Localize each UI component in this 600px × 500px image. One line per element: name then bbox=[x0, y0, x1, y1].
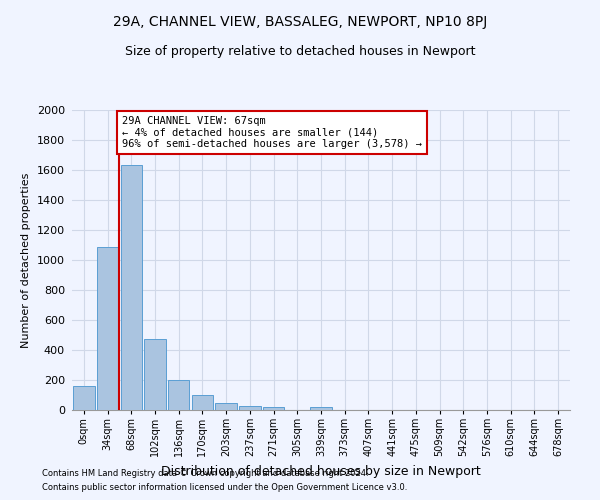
Bar bbox=[145, 339, 166, 410]
Bar bbox=[121, 165, 142, 410]
Bar bbox=[97, 246, 118, 410]
Bar bbox=[168, 380, 190, 410]
Text: 29A, CHANNEL VIEW, BASSALEG, NEWPORT, NP10 8PJ: 29A, CHANNEL VIEW, BASSALEG, NEWPORT, NP… bbox=[113, 15, 487, 29]
Text: 29A CHANNEL VIEW: 67sqm
← 4% of detached houses are smaller (144)
96% of semi-de: 29A CHANNEL VIEW: 67sqm ← 4% of detached… bbox=[122, 116, 422, 149]
Y-axis label: Number of detached properties: Number of detached properties bbox=[22, 172, 31, 348]
Bar bbox=[192, 395, 213, 410]
Text: Contains HM Land Registry data © Crown copyright and database right 2024.: Contains HM Land Registry data © Crown c… bbox=[42, 468, 368, 477]
Text: Size of property relative to detached houses in Newport: Size of property relative to detached ho… bbox=[125, 45, 475, 58]
Text: Contains public sector information licensed under the Open Government Licence v3: Contains public sector information licen… bbox=[42, 484, 407, 492]
Bar bbox=[215, 403, 237, 410]
Bar bbox=[239, 406, 260, 410]
Bar bbox=[310, 407, 332, 410]
Bar bbox=[263, 407, 284, 410]
X-axis label: Distribution of detached houses by size in Newport: Distribution of detached houses by size … bbox=[161, 464, 481, 477]
Bar bbox=[73, 386, 95, 410]
